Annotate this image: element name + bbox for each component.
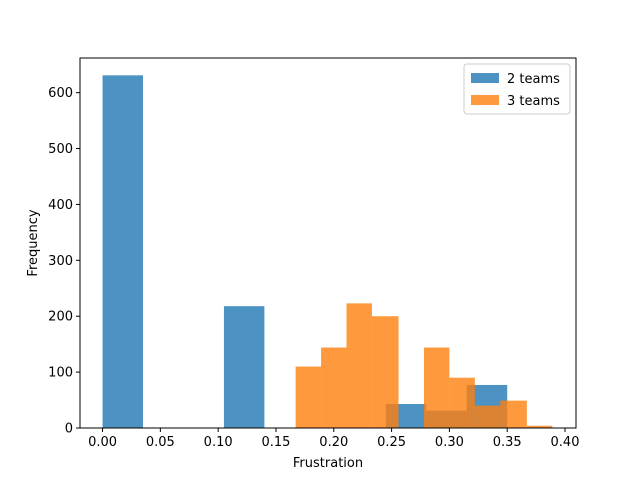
y-tick-label: 200 (48, 310, 73, 325)
x-tick-label: 0.00 (88, 435, 117, 450)
bar-3-teams-2 (346, 303, 372, 428)
legend-label-3-teams: 3 teams (507, 94, 560, 109)
bar-3-teams-6 (449, 377, 475, 428)
x-tick-label: 0.05 (146, 435, 175, 450)
bar-2-teams-3 (223, 306, 265, 428)
legend-label-2-teams: 2 teams (507, 72, 560, 87)
bars-layer (102, 75, 553, 428)
ticks-layer: 0.00 0.05 0.10 0.15 0.20 0.25 0.30 0.35 0.40 0 100… (48, 86, 579, 450)
y-tick-label: 0 (65, 422, 73, 437)
y-tick-label: 500 (48, 142, 73, 157)
bar-3-teams-9 (526, 425, 553, 428)
x-tick-label: 0.30 (435, 435, 464, 450)
y-tick-label: 400 (48, 198, 73, 213)
x-tick-label: 0.15 (261, 435, 290, 450)
legend-swatch-3-teams (471, 95, 499, 105)
x-tick-label: 0.10 (204, 435, 233, 450)
bar-3-teams-3 (371, 316, 399, 428)
axes-frame (79, 57, 577, 429)
bar-2-teams-0 (102, 75, 144, 428)
x-tick-label: 0.40 (551, 435, 580, 450)
x-tick-label: 0.35 (493, 435, 522, 450)
bar-3-teams-1 (321, 347, 347, 428)
y-tick-label: 100 (48, 366, 73, 381)
bar-3-teams-7 (474, 405, 501, 428)
legend: 2 teams 3 teams (463, 63, 571, 115)
bar-3-teams-5 (423, 347, 450, 428)
x-tick-label: 0.20 (319, 435, 348, 450)
y-tick-label: 600 (48, 86, 73, 101)
legend-swatch-2-teams (471, 73, 499, 83)
bar-3-teams-0 (295, 366, 322, 428)
y-tick-label: 300 (48, 254, 73, 269)
bar-3-teams-8 (500, 400, 527, 428)
x-tick-label: 0.25 (377, 435, 406, 450)
x-axis-label: Frustration (293, 456, 363, 471)
y-axis-label: Frequency (26, 209, 41, 276)
